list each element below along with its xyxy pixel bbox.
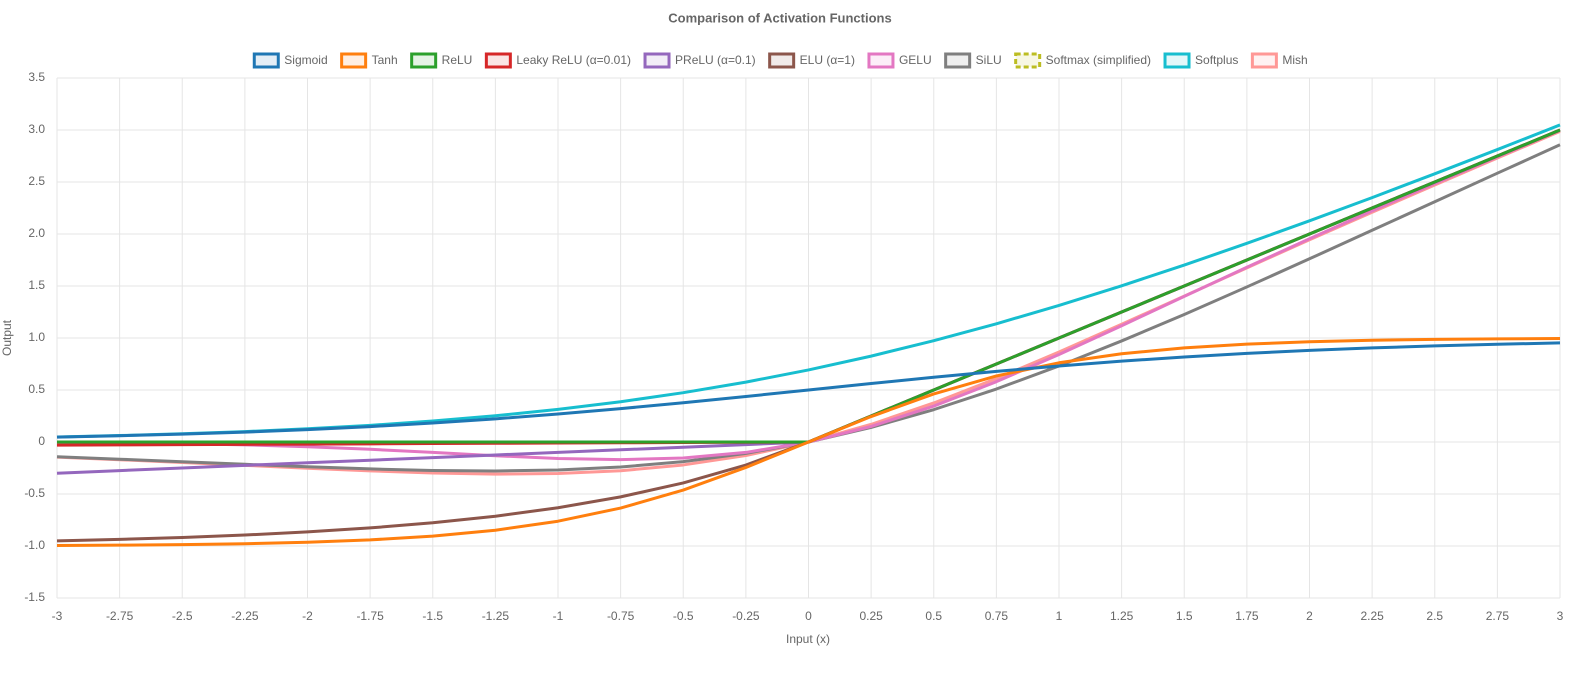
legend-item: Sigmoid	[252, 52, 328, 69]
y-tick-label: 1.5	[28, 278, 45, 292]
y-tick-label: 2.5	[28, 174, 45, 188]
legend-swatch	[410, 52, 438, 69]
legend-swatch	[1250, 52, 1278, 69]
x-tick-label: -0.75	[607, 609, 635, 623]
x-axis-label: Input (x)	[786, 632, 830, 646]
y-tick-label: 2.0	[28, 226, 45, 240]
x-tick-label: 1	[1056, 609, 1063, 623]
y-tick-label: -0.5	[24, 486, 45, 500]
legend-swatch	[1014, 52, 1042, 69]
legend-swatch	[340, 52, 368, 69]
x-tick-label: 2.75	[1486, 609, 1510, 623]
x-tick-label: 1.25	[1110, 609, 1134, 623]
legend-swatch	[867, 52, 895, 69]
legend: Sigmoid Tanh ReLU Leaky ReLU (α=0.01) PReLU …	[252, 52, 1308, 69]
x-tick-label: 2	[1306, 609, 1313, 623]
y-tick-label: 3.5	[28, 70, 45, 84]
legend-item: PReLU (α=0.1)	[643, 52, 756, 69]
legend-label: ELU (α=1)	[800, 53, 855, 67]
chart-title: Comparison of Activation Functions	[668, 10, 891, 25]
x-tick-label: -1	[553, 609, 564, 623]
legend-label: PReLU (α=0.1)	[675, 53, 756, 67]
legend-label: Leaky ReLU (α=0.01)	[516, 53, 631, 67]
legend-swatch	[1163, 52, 1191, 69]
legend-label: Softmax (simplified)	[1046, 53, 1151, 67]
legend-swatch	[484, 52, 512, 69]
y-tick-label: -1.5	[24, 590, 45, 604]
x-tick-label: -0.25	[732, 609, 760, 623]
legend-swatch	[252, 52, 280, 69]
x-tick-label: 0.25	[859, 609, 883, 623]
x-tick-label: 2.5	[1426, 609, 1443, 623]
y-tick-label: 3.0	[28, 122, 45, 136]
series-line	[56, 341, 1561, 439]
legend-swatch	[944, 52, 972, 69]
legend-swatch	[768, 52, 796, 69]
legend-label: GELU	[899, 53, 932, 67]
x-tick-label: 0	[805, 609, 812, 623]
legend-item: Softplus	[1163, 52, 1238, 69]
legend-label: ReLU	[442, 53, 473, 67]
legend-item: ELU (α=1)	[768, 52, 855, 69]
legend-label: Softplus	[1195, 53, 1238, 67]
series-line	[56, 337, 1561, 547]
x-tick-label: -2	[302, 609, 313, 623]
y-tick-label: 0	[38, 434, 45, 448]
legend-label: Sigmoid	[284, 53, 327, 67]
legend-item: Mish	[1250, 52, 1308, 69]
x-tick-label: 0.75	[985, 609, 1009, 623]
x-tick-label: -2.5	[172, 609, 193, 623]
x-tick-label: -2.25	[231, 609, 259, 623]
x-tick-label: -0.5	[673, 609, 694, 623]
y-tick-label: 1.0	[28, 330, 45, 344]
legend-label: Tanh	[372, 53, 398, 67]
x-tick-label: 2.25	[1360, 609, 1384, 623]
x-tick-label: 3	[1557, 609, 1564, 623]
x-tick-label: -1.25	[482, 609, 510, 623]
x-tick-label: -2.75	[106, 609, 134, 623]
x-tick-label: 1.5	[1176, 609, 1193, 623]
x-tick-label: -3	[52, 609, 63, 623]
y-tick-label: 0.5	[28, 382, 45, 396]
legend-swatch	[643, 52, 671, 69]
y-tick-label: -1.0	[24, 538, 45, 552]
y-axis-label: Output	[0, 319, 14, 356]
legend-item: Leaky ReLU (α=0.01)	[484, 52, 631, 69]
legend-label: SiLU	[976, 53, 1002, 67]
legend-label: Mish	[1282, 53, 1307, 67]
legend-item: GELU	[867, 52, 932, 69]
legend-item: Tanh	[340, 52, 398, 69]
x-tick-label: -1.75	[356, 609, 384, 623]
x-tick-label: 1.75	[1235, 609, 1259, 623]
legend-item: Softmax (simplified)	[1014, 52, 1151, 69]
x-tick-label: 0.5	[925, 609, 942, 623]
x-tick-label: -1.5	[422, 609, 443, 623]
legend-item: ReLU	[410, 52, 473, 69]
legend-item: SiLU	[944, 52, 1002, 69]
